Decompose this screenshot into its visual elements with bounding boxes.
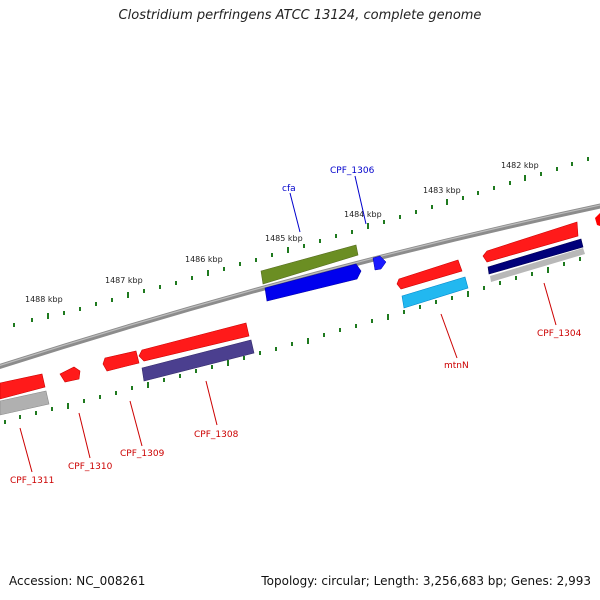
leader-lines bbox=[19, 175, 557, 473]
leader-cpf-1306 bbox=[354, 175, 367, 225]
gene-label-cfa[interactable]: cfa bbox=[282, 184, 296, 194]
feature-cpf-1311-grey[interactable] bbox=[0, 390, 50, 416]
feature-cpf-1311-red[interactable] bbox=[0, 373, 46, 400]
kbp-label-1483: 1483 kbp bbox=[423, 186, 461, 195]
feature-cpf-1310-red[interactable] bbox=[59, 366, 81, 383]
gene-label-cpf-1311[interactable]: CPF_1311 bbox=[10, 476, 54, 486]
feature-cpf-1308-purple[interactable] bbox=[141, 339, 255, 382]
leader-mtnn bbox=[440, 313, 458, 359]
feature-mtnn-red[interactable] bbox=[396, 259, 463, 290]
feature-cpf-1304-grey[interactable] bbox=[490, 248, 585, 282]
kbp-label-1485: 1485 kbp bbox=[265, 234, 303, 243]
page-title: Clostridium perfringens ATCC 13124, comp… bbox=[118, 8, 482, 23]
upper-tick-ruler bbox=[13, 157, 589, 327]
accession-text: Accession: NC_008261 bbox=[9, 574, 146, 588]
leader-cpf-1311 bbox=[19, 427, 33, 473]
feature-cpf-1309-red[interactable] bbox=[102, 350, 140, 372]
leader-cpf-1308 bbox=[205, 380, 218, 426]
genome-backbone bbox=[0, 203, 600, 370]
kbp-label-1484: 1484 kbp bbox=[344, 210, 382, 219]
feature-cpf-1304-red[interactable] bbox=[482, 221, 579, 263]
kbp-label-1486: 1486 kbp bbox=[185, 255, 223, 264]
reverse-features bbox=[0, 221, 585, 416]
kbp-label-1487: 1487 kbp bbox=[105, 276, 143, 285]
leader-cpf-1309 bbox=[129, 400, 143, 447]
gene-label-mtnn[interactable]: mtnN bbox=[444, 361, 469, 371]
forward-features bbox=[260, 213, 600, 302]
leader-cfa bbox=[289, 192, 301, 233]
genome-backbone-highlight bbox=[0, 204, 600, 367]
feature-cpf-1308-red[interactable] bbox=[138, 322, 250, 362]
gene-label-cpf-1309[interactable]: CPF_1309 bbox=[120, 449, 165, 459]
gene-label-cpf-1308[interactable]: CPF_1308 bbox=[194, 430, 239, 440]
feature-cpf-1304-navy[interactable] bbox=[487, 238, 584, 275]
gene-label-cpf-1304[interactable]: CPF_1304 bbox=[537, 329, 582, 339]
kbp-label-1482: 1482 kbp bbox=[501, 161, 539, 170]
feature-cpf-1306-arrow[interactable] bbox=[372, 255, 387, 271]
kbp-label-1488: 1488 kbp bbox=[25, 295, 63, 304]
feature-edge-red[interactable] bbox=[595, 213, 600, 226]
leader-cpf-1310 bbox=[78, 412, 91, 459]
gene-labels: CPF_1306 cfa CPF_1304 mtnN CPF_1308 CPF_… bbox=[10, 166, 582, 486]
kbp-labels: 1482 kbp 1483 kbp 1484 kbp 1485 kbp 1486… bbox=[25, 161, 539, 304]
gene-label-cpf-1306[interactable]: CPF_1306 bbox=[330, 166, 375, 176]
topology-text: Topology: circular; Length: 3,256,683 bp… bbox=[261, 574, 591, 588]
gene-label-cpf-1310[interactable]: CPF_1310 bbox=[68, 462, 113, 472]
feature-cfa-bar[interactable] bbox=[260, 244, 359, 285]
feature-blue-bar[interactable] bbox=[264, 263, 362, 302]
lower-tick-ruler bbox=[4, 257, 581, 424]
leader-cpf-1304 bbox=[543, 282, 557, 326]
feature-mtnn-cyan[interactable] bbox=[401, 276, 469, 309]
